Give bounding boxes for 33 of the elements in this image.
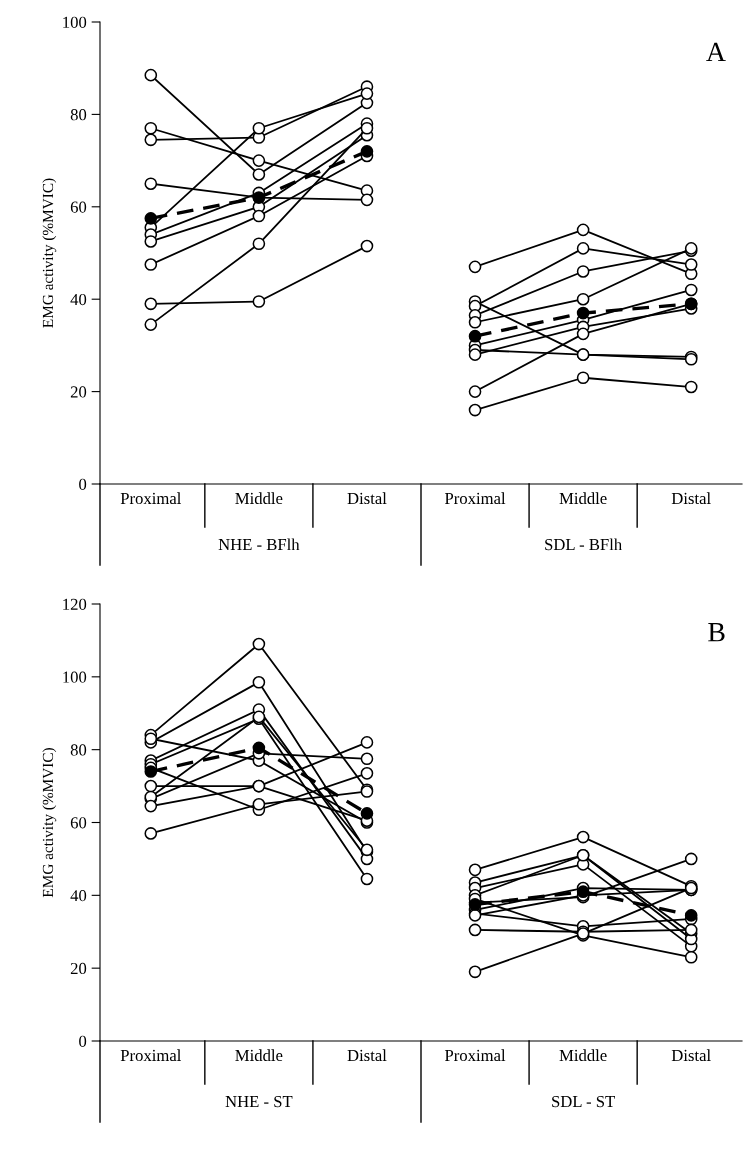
y-tick-label: 60 xyxy=(70,201,87,213)
x-tick-label: Middle xyxy=(235,1049,283,1062)
y-tick-label: 20 xyxy=(70,386,87,398)
annotation: B xyxy=(708,623,725,642)
y-tick-label: 40 xyxy=(70,890,87,902)
x-tick-label: Proximal xyxy=(444,492,506,505)
x-tick-label: Distal xyxy=(347,1049,387,1062)
y-tick-label: 80 xyxy=(70,109,87,121)
y-tick-label: 100 xyxy=(63,16,87,28)
y-axis-title: EMG activity (%MVIC) xyxy=(42,178,57,328)
x-tick-label: Proximal xyxy=(444,1049,506,1062)
y-tick-label: 0 xyxy=(79,1035,87,1047)
x-tick-label: Middle xyxy=(235,492,283,505)
x-tick-label: Distal xyxy=(347,492,387,505)
x-tick-label: Distal xyxy=(671,1049,711,1062)
y-tick-label: 40 xyxy=(70,293,87,306)
text: SDL - ST xyxy=(552,1095,615,1108)
y-tick-label: 0 xyxy=(79,478,87,490)
x-tick-label: Distal xyxy=(671,492,711,505)
text: NHE - ST xyxy=(225,1095,293,1108)
x-tick-label: Proximal xyxy=(120,492,182,505)
y-axis-title: EMG activity (%MVIC) xyxy=(42,748,57,898)
x-tick-label: Middle xyxy=(559,492,607,505)
y-tick-label: 120 xyxy=(63,598,87,610)
y-tick-label: 80 xyxy=(70,744,87,756)
annotation: A xyxy=(706,42,726,62)
x-tick-label: Middle xyxy=(559,1049,607,1062)
y-tick-label: 60 xyxy=(70,817,87,829)
text: SDL - BFlh xyxy=(545,538,622,551)
y-tick-label: 20 xyxy=(70,962,87,975)
x-tick-label: Proximal xyxy=(120,1049,182,1062)
y-tick-label: 100 xyxy=(63,671,87,683)
text: NHE - BFlh xyxy=(218,538,300,551)
